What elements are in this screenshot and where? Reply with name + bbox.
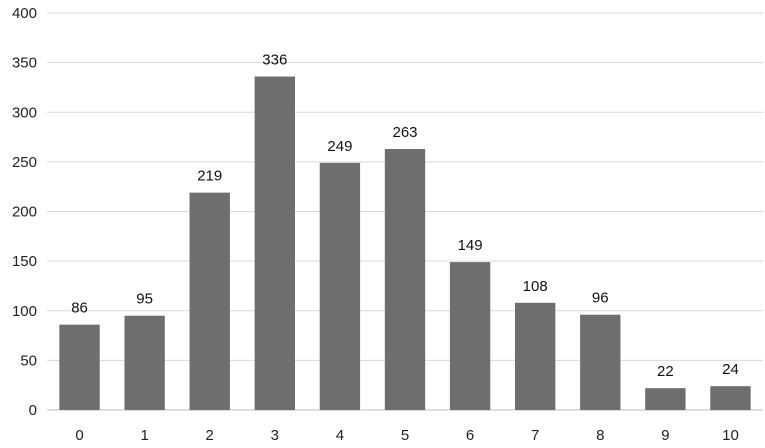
y-tick-label: 350 xyxy=(12,55,37,72)
bar xyxy=(449,262,491,410)
y-axis-ticks: 0 50 100 150 200 250 300 350 400 xyxy=(12,5,37,419)
bars xyxy=(59,76,751,411)
y-tick-label: 300 xyxy=(12,104,37,121)
x-tick-label: 8 xyxy=(596,427,604,444)
data-labels: 86 95 219 336 249 263 149 108 96 22 24 xyxy=(71,52,739,381)
bar xyxy=(319,162,361,410)
x-tick-label: 2 xyxy=(206,427,214,444)
x-tick-label: 4 xyxy=(336,427,344,444)
x-axis-ticks: 0 1 2 3 4 5 6 7 8 9 10 xyxy=(75,427,738,444)
data-label: 95 xyxy=(136,291,153,308)
x-tick-label: 6 xyxy=(466,427,474,444)
y-tick-label: 0 xyxy=(29,402,37,419)
y-tick-label: 150 xyxy=(12,253,37,270)
bar xyxy=(124,315,165,410)
y-tick-label: 200 xyxy=(12,204,37,221)
x-tick-label: 5 xyxy=(401,427,409,444)
y-tick-label: 250 xyxy=(12,154,37,171)
bar xyxy=(254,76,295,411)
x-tick-label: 7 xyxy=(531,427,539,444)
data-label: 86 xyxy=(71,300,88,317)
y-tick-label: 50 xyxy=(20,352,37,369)
x-tick-label: 1 xyxy=(140,427,148,444)
data-label: 249 xyxy=(327,138,352,155)
bar xyxy=(645,388,686,410)
bar xyxy=(384,148,426,410)
data-label: 96 xyxy=(592,290,609,307)
data-label: 149 xyxy=(458,237,483,254)
data-label: 24 xyxy=(722,361,739,378)
x-tick-label: 0 xyxy=(75,427,83,444)
x-tick-label: 10 xyxy=(722,427,739,444)
y-tick-label: 400 xyxy=(12,5,37,22)
data-label: 22 xyxy=(657,363,674,380)
data-label: 219 xyxy=(197,168,222,185)
data-label: 336 xyxy=(262,52,287,69)
data-label: 108 xyxy=(523,278,548,295)
data-label: 263 xyxy=(392,124,417,141)
bar xyxy=(580,314,621,410)
bar xyxy=(515,302,556,410)
bar xyxy=(189,192,230,410)
y-tick-label: 100 xyxy=(12,303,37,320)
x-tick-label: 9 xyxy=(661,427,669,444)
bar xyxy=(59,324,100,410)
bar xyxy=(710,386,751,410)
x-tick-label: 3 xyxy=(271,427,279,444)
